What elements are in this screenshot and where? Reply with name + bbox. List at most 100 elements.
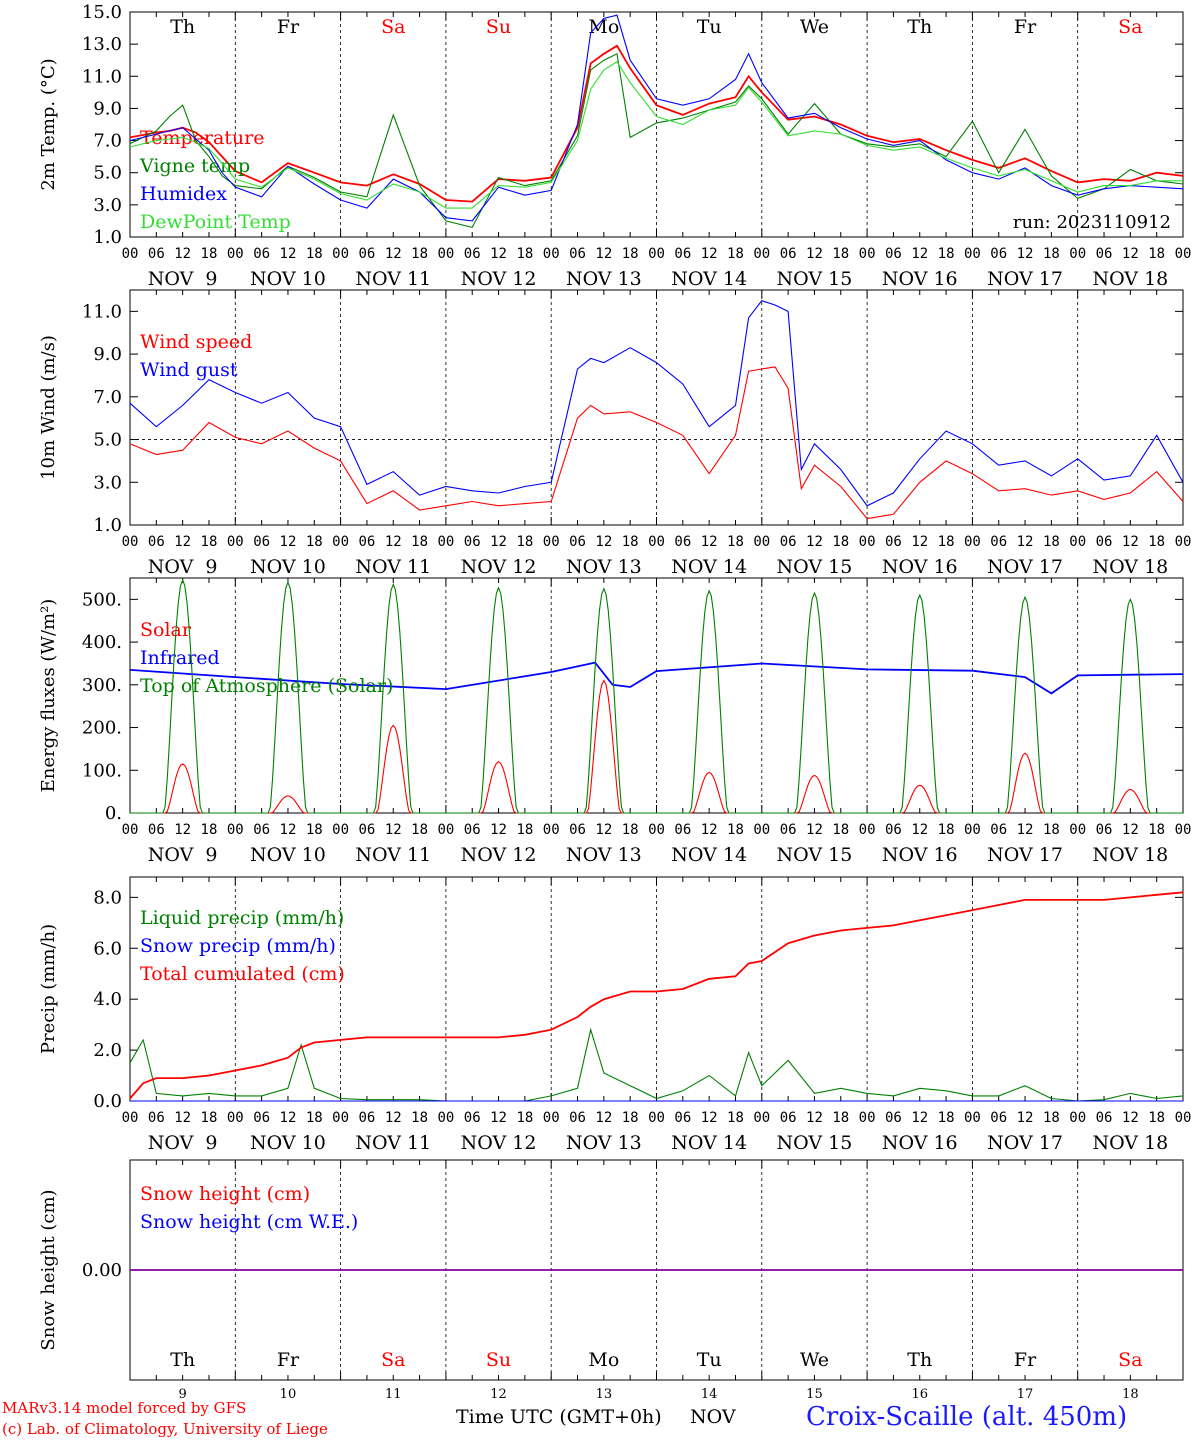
hour-label: 18 [832,534,849,550]
date-label: NOV 18 [1092,1132,1168,1154]
legend-entry: Top of Atmosphere (Solar) [140,675,393,697]
hour-label: 00 [122,1110,139,1126]
date-label: NOV 14 [671,556,747,578]
series-top-of-atmosphere-solar [130,578,1183,814]
hour-label: 12 [280,822,297,838]
date-label: NOV 15 [777,556,853,578]
hour-label: 06 [1096,1110,1113,1126]
hour-label: 12 [911,246,928,262]
date-label: NOV 11 [355,556,431,578]
day-number: 15 [806,1387,823,1402]
day-number: 18 [1122,1387,1139,1402]
day-number: 12 [490,1387,507,1402]
hour-label: 18 [832,1110,849,1126]
date-label: NOV 10 [250,1132,326,1154]
hour-label: 18 [727,534,744,550]
hour-label: 00 [122,822,139,838]
hour-label: 00 [122,246,139,262]
date-label: NOV 12 [461,556,537,578]
hour-label: 06 [885,1110,902,1126]
hour-label: 00 [1069,1110,1086,1126]
series-dewpoint-temp [129,61,1183,209]
hour-label: 06 [253,246,270,262]
y-axis-title: 2m Temp. (°C) [38,58,59,190]
series-wind-speed [129,366,1184,520]
hour-label: 06 [990,822,1007,838]
hour-label: 12 [1122,534,1139,550]
day-name: Sa [1118,16,1142,38]
hour-label: 06 [253,534,270,550]
date-label: NOV 11 [355,268,431,290]
hour-label: 06 [674,534,691,550]
hour-label: 06 [780,822,797,838]
legend-entry: Snow precip (mm/h) [140,935,336,957]
hour-label: 18 [1148,1110,1165,1126]
hour-label: 00 [859,246,876,262]
date-label: NOV 12 [461,844,537,866]
hour-label: 12 [806,246,823,262]
hour-label: 00 [859,822,876,838]
y-tick-label: 4.0 [93,989,122,1010]
hour-label: 00 [648,822,665,838]
hour-label: 18 [516,534,533,550]
date-label: NOV 18 [1092,556,1168,578]
hour-label: 00 [332,246,349,262]
hour-label: 12 [490,534,507,550]
hour-label: 12 [1017,1110,1034,1126]
hour-label: 18 [832,822,849,838]
hour-label: 12 [1122,1110,1139,1126]
hour-label: 18 [938,822,955,838]
hour-label: 00 [753,1110,770,1126]
hour-label: 12 [280,246,297,262]
y-tick-label: 7.0 [93,131,122,152]
hour-label: 00 [227,1110,244,1126]
day-name: Fr [1014,16,1037,38]
y-tick-label: 9.0 [93,98,122,119]
hour-label: 12 [911,822,928,838]
date-label: NOV 17 [987,268,1063,290]
legend-entry: Solar [140,619,192,641]
hour-label: 00 [227,246,244,262]
hour-label: 18 [727,246,744,262]
hour-label: 00 [859,534,876,550]
hour-label: 12 [806,534,823,550]
hour-label: 00 [648,246,665,262]
hour-label: 00 [964,822,981,838]
y-tick-label: 11.0 [82,301,122,322]
hour-label: 12 [595,1110,612,1126]
y-tick-label: 200. [82,718,122,739]
day-number: 13 [596,1387,613,1402]
hour-label: 06 [148,246,165,262]
hour-label: 06 [780,246,797,262]
y-tick-label: 100. [82,760,122,781]
hour-label: 18 [622,534,639,550]
hour-label: 12 [806,1110,823,1126]
date-label: NOV 9 [148,268,218,290]
hour-label: 00 [964,246,981,262]
hour-label: 12 [174,1110,191,1126]
panel-1: 1.0 3.0 5.0 7.0 9.0 11.0 13.0 15.0 2m Temp. (°C)… [38,2,1191,290]
date-label: NOV 15 [777,1132,853,1154]
day-name: Fr [277,1349,300,1371]
hour-label: 06 [253,822,270,838]
day-name: Th [907,16,932,38]
hour-label: 06 [569,534,586,550]
hour-label: 18 [201,246,218,262]
legend-entry: Vigne temp [139,155,250,177]
day-name: Sa [381,16,405,38]
date-label: NOV 12 [461,268,537,290]
y-axis-title: Snow height (cm) [38,1189,59,1350]
model-credit-line: MARv3.14 model forced by GFS [2,1399,247,1417]
y-tick-label: 3.0 [93,472,122,493]
hour-label: 18 [306,822,323,838]
panel-frame [129,11,1184,238]
y-tick-label: 3.0 [93,195,122,216]
hour-label: 06 [569,246,586,262]
y-tick-label: 1.0 [93,515,122,536]
series-infrared [129,661,1184,695]
hour-label: 00 [543,534,560,550]
hour-label: 12 [701,1110,718,1126]
day-name: Th [170,1349,195,1371]
series-wind-gust [129,300,1184,507]
